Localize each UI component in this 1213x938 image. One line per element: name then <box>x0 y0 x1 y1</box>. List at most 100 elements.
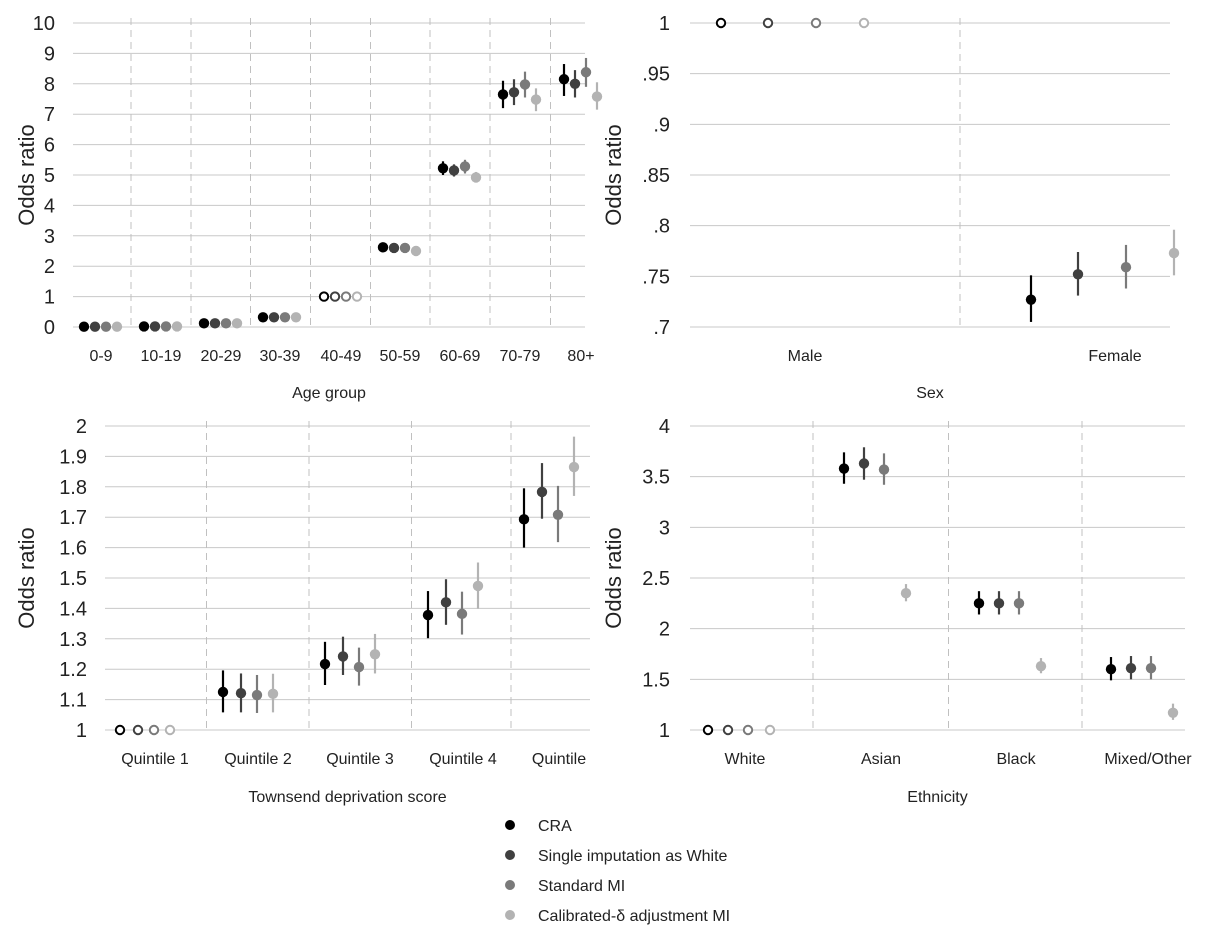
reference-point <box>858 17 870 29</box>
y-axis-label: Odds ratio <box>601 527 626 629</box>
data-point <box>198 318 210 329</box>
data-point <box>591 91 603 102</box>
legend-label: Calibrated-δ adjustment MI <box>538 908 730 925</box>
data-point <box>973 598 985 609</box>
data-point <box>900 588 912 599</box>
x-tick-label: Black <box>996 751 1036 768</box>
data-point <box>1125 662 1137 674</box>
data-point <box>580 67 592 78</box>
reference-point <box>340 291 352 302</box>
x-tick-label: 40-49 <box>321 348 362 365</box>
y-tick-label: 2 <box>76 416 87 438</box>
legend-marker <box>505 880 515 890</box>
legend-label: CRA <box>538 818 572 835</box>
data-point <box>1013 598 1025 609</box>
y-axis-label: Odds ratio <box>14 527 39 629</box>
data-point <box>858 458 870 469</box>
reference-point <box>329 291 341 302</box>
y-tick-label: 10 <box>33 13 55 35</box>
y-tick-label: 2 <box>44 256 55 278</box>
reference-point <box>132 724 144 736</box>
data-point <box>337 651 349 662</box>
y-tick-label: 1 <box>659 13 670 35</box>
data-point <box>217 686 229 698</box>
data-point <box>410 245 422 257</box>
x-tick-label: 50-59 <box>380 348 421 365</box>
x-tick-label: 20-29 <box>201 348 242 365</box>
data-point <box>111 321 123 332</box>
data-point <box>89 321 101 332</box>
data-point <box>377 242 389 253</box>
x-tick-label: Quintile 1 <box>121 751 189 768</box>
data-point <box>1105 664 1117 675</box>
data-point <box>160 321 172 332</box>
data-point <box>878 464 890 475</box>
data-point <box>290 312 302 323</box>
reference-point <box>762 17 774 29</box>
legend-label: Single imputation as White <box>538 848 728 865</box>
data-point <box>440 597 452 608</box>
y-tick-label: .95 <box>642 64 670 86</box>
data-point <box>209 318 221 329</box>
x-tick-label: Female <box>1088 348 1141 365</box>
y-tick-label: 1.5 <box>642 669 670 691</box>
legend-label: Standard MI <box>538 878 625 895</box>
chart-panel-1: 0 1 2 3 4 5 6 7 8 9 10 0-9 10-19 20-29 30-39 40-49 50-59… <box>14 13 603 402</box>
data-point <box>518 514 530 525</box>
data-point <box>220 318 232 329</box>
data-point <box>993 598 1005 609</box>
data-point <box>472 580 484 592</box>
x-tick-label: 10-19 <box>141 348 182 365</box>
x-axis-label: Age group <box>292 385 366 402</box>
y-tick-label: 0 <box>44 317 55 339</box>
data-point <box>1120 262 1132 273</box>
data-point <box>78 321 90 332</box>
data-point <box>279 312 291 323</box>
y-tick-label: .75 <box>642 266 670 288</box>
data-point <box>552 509 564 520</box>
x-tick-label: 30-39 <box>260 348 301 365</box>
y-tick-label: .9 <box>653 114 670 136</box>
legend-marker <box>505 850 515 860</box>
y-tick-label: 4 <box>44 195 55 217</box>
data-point <box>448 165 460 176</box>
reference-point <box>742 724 754 736</box>
reference-point <box>715 17 727 29</box>
data-point <box>1035 660 1047 672</box>
reference-point <box>722 724 734 736</box>
y-tick-label: 1.1 <box>59 690 87 712</box>
data-point <box>1025 294 1037 305</box>
y-tick-label: 1 <box>659 720 670 742</box>
data-point <box>251 689 263 701</box>
y-tick-label: 3 <box>659 517 670 539</box>
chart-panel-2: .7 .75 .8 .85 .9 .95 1 Male Female Sex Odds ratio <box>601 13 1180 402</box>
legend-marker <box>505 910 515 920</box>
data-point <box>838 463 850 474</box>
data-point <box>235 688 247 699</box>
data-point <box>422 609 434 621</box>
y-tick-label: 1.5 <box>59 568 87 590</box>
data-point <box>497 89 509 100</box>
reference-point <box>318 291 330 302</box>
y-tick-label: 1.3 <box>59 629 87 651</box>
data-point <box>369 649 381 660</box>
x-tick-label: 0-9 <box>89 348 112 365</box>
reference-point <box>351 291 363 302</box>
data-point <box>1168 247 1180 259</box>
y-tick-label: 5 <box>44 165 55 187</box>
reference-point <box>764 724 776 736</box>
x-tick-label: Quintile 3 <box>326 751 394 768</box>
data-point <box>456 608 468 620</box>
data-point <box>171 321 183 332</box>
data-point <box>231 318 243 329</box>
x-tick-label: 60-69 <box>440 348 481 365</box>
data-point <box>1072 269 1084 280</box>
y-tick-label: 2.5 <box>642 568 670 590</box>
data-point <box>558 74 570 85</box>
data-point <box>437 163 449 174</box>
reference-point <box>148 724 160 736</box>
data-point <box>268 312 280 323</box>
data-point <box>267 688 279 700</box>
data-point <box>519 79 531 90</box>
